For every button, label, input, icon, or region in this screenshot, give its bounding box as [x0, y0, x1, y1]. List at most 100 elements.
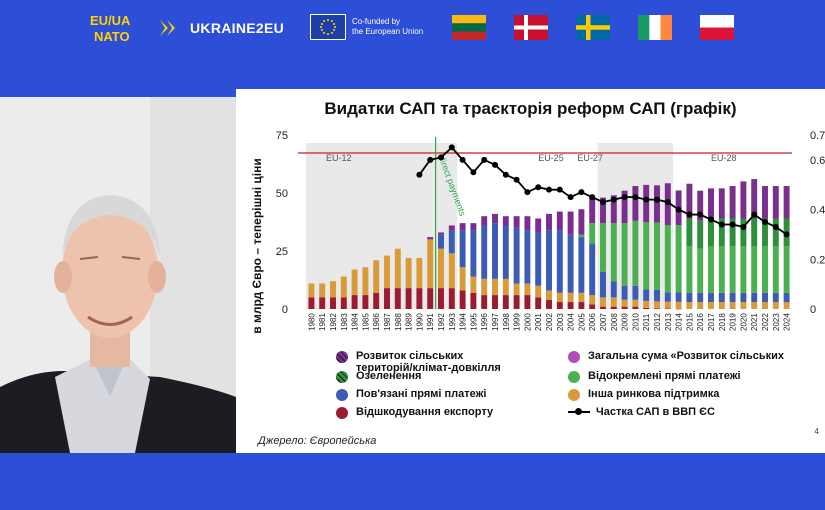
- gdp-share-point: [697, 211, 704, 218]
- bar-segment: [589, 304, 596, 309]
- gdp-share-point: [610, 196, 617, 203]
- legend-swatch-icon: [336, 407, 348, 419]
- bar-segment: [708, 218, 714, 247]
- bar-segment: [481, 216, 488, 226]
- bar-segment: [708, 302, 714, 309]
- bar-segment: [772, 292, 779, 303]
- bar-segment: [459, 290, 466, 309]
- bar-segment: [481, 278, 488, 296]
- bar-segment: [718, 188, 725, 219]
- bar-segment: [308, 297, 315, 309]
- bar-segment: [556, 302, 563, 309]
- bar-segment: [783, 246, 790, 293]
- bar-segment: [351, 269, 358, 296]
- bar-segment: [729, 302, 736, 309]
- bar-segment: [308, 283, 315, 298]
- bar-segment: [675, 225, 682, 293]
- bar-segment: [567, 234, 574, 293]
- x-tick-label: 1996: [480, 313, 489, 331]
- x-tick-label: 1997: [491, 313, 500, 331]
- x-tick-label: 2023: [772, 313, 781, 331]
- bar-segment: [567, 211, 574, 235]
- legend-item: Частка САП в ВВП ЄС: [568, 406, 715, 418]
- slide-title: Видатки САП та траєкторія реформ САП (гр…: [324, 99, 737, 118]
- bar-segment: [340, 276, 347, 298]
- eu-flag-icon: [310, 14, 346, 40]
- bar-segment: [578, 292, 585, 303]
- bar-segment: [546, 290, 552, 300]
- bar-segment: [708, 292, 714, 303]
- legend-swatch-icon: [336, 371, 348, 383]
- ireland-flag-icon: [638, 15, 672, 40]
- x-axis: 1980 1981 1982 1983 1984 1985 1986 1987 1988 1989…: [307, 313, 791, 331]
- eu-cofunded-badge: Co-funded by the European Union: [310, 14, 423, 40]
- bar-segment: [492, 278, 498, 296]
- bar-segment: [492, 223, 498, 279]
- bar-segment: [384, 288, 390, 309]
- bar-segment: [513, 283, 520, 296]
- header-bar: EU/UA NATO UKRAINE2EU Co-funded by the E…: [0, 0, 825, 58]
- y2-tick-label: 0.4: [810, 205, 825, 217]
- x-tick-label: 2018: [718, 313, 727, 331]
- gdp-share-point: [718, 221, 725, 228]
- legend-label: Озеленення: [356, 370, 422, 382]
- gdp-share-point: [502, 171, 509, 178]
- gdp-share-point: [524, 189, 531, 196]
- bar-segment: [535, 232, 542, 286]
- gdp-share-point: [589, 194, 596, 201]
- gdp-share-point: [438, 154, 444, 161]
- bar-segment: [772, 186, 779, 219]
- bar-segment: [718, 218, 725, 247]
- line-marker-icon: [568, 406, 590, 418]
- x-tick-label: 2016: [696, 313, 705, 331]
- bar-segment: [654, 308, 660, 309]
- bar-segment: [643, 300, 650, 308]
- bar-segment: [589, 244, 596, 296]
- era-label: EU-12: [326, 153, 352, 163]
- bar-segment: [772, 246, 779, 293]
- legend-label: Розвиток сільських територій/клімат-довкі…: [356, 350, 501, 374]
- bar-series: [308, 179, 790, 310]
- bar-segment: [578, 237, 585, 293]
- legend-item: Відшкодування експорту: [336, 406, 493, 419]
- y2-tick-label: 0.6: [810, 155, 825, 167]
- bar-segment: [632, 220, 639, 286]
- bar-segment: [740, 218, 747, 247]
- source-note: Джерело: Європейська: [258, 435, 377, 447]
- bar-segment: [470, 223, 477, 231]
- bar-segment: [718, 302, 725, 309]
- bar-segment: [643, 289, 650, 301]
- bar-segment: [459, 230, 466, 268]
- bar-segment: [664, 308, 671, 310]
- bar-segment: [708, 188, 714, 219]
- x-tick-label: 2009: [621, 313, 630, 331]
- gdp-share-point: [762, 219, 768, 225]
- bar-segment: [621, 285, 628, 300]
- bar-segment: [740, 292, 747, 303]
- y2-tick-label: 0.7: [810, 130, 825, 142]
- bar-segment: [524, 216, 531, 231]
- bar-segment: [654, 289, 660, 302]
- x-tick-label: 2010: [631, 313, 640, 331]
- x-tick-label: 1994: [459, 313, 468, 331]
- bar-segment: [578, 209, 585, 235]
- gdp-share-point: [686, 211, 693, 218]
- bar-segment: [502, 278, 509, 296]
- x-tick-label: 2024: [783, 313, 792, 331]
- bar-segment: [664, 292, 671, 302]
- bar-segment: [697, 190, 704, 221]
- bar-segment: [783, 292, 790, 303]
- gdp-share-point: [708, 216, 714, 223]
- bar-segment: [470, 292, 477, 309]
- secondary-y-axis: 0 0.2 0.4 0.6 0.7: [810, 130, 825, 316]
- bar-segment: [621, 299, 628, 307]
- bar-segment: [578, 302, 585, 309]
- x-tick-label: 2004: [567, 313, 576, 331]
- x-tick-label: 1999: [513, 313, 522, 331]
- bar-segment: [686, 218, 693, 247]
- bar-segment: [621, 306, 628, 309]
- x-tick-label: 1985: [361, 313, 370, 331]
- logo-line-1: EU/UA: [90, 13, 131, 28]
- bar-segment: [589, 223, 596, 245]
- bar-segment: [427, 288, 434, 309]
